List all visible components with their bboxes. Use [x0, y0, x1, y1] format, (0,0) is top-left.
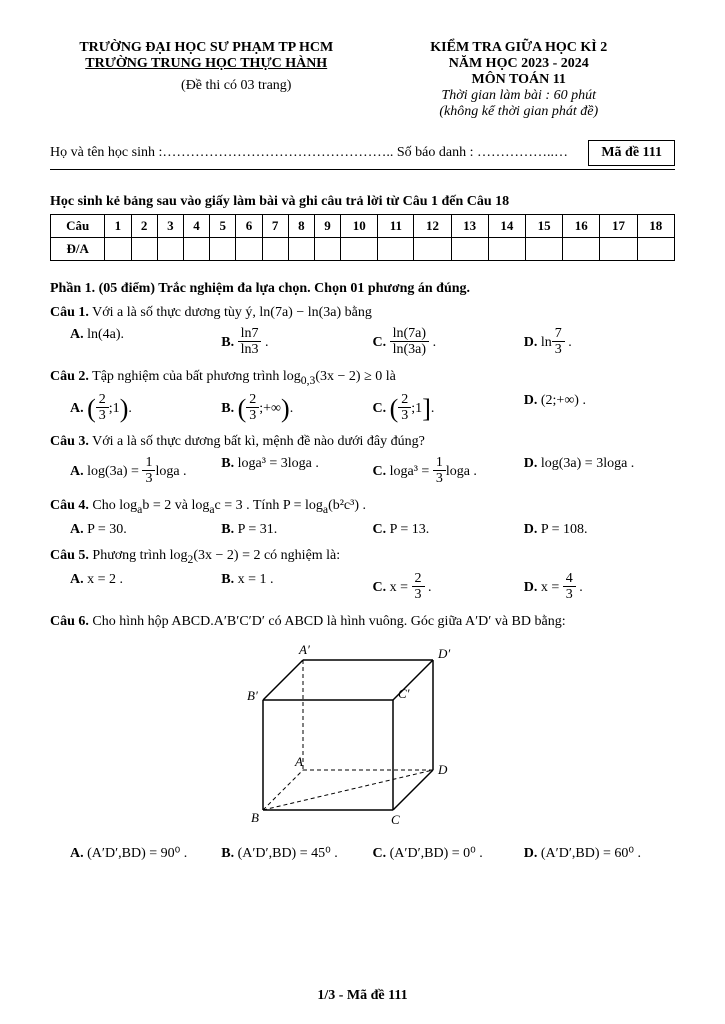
q5-opt-a: A. x = 2 .: [70, 572, 221, 604]
q3-label: Câu 3.: [50, 434, 89, 449]
year: NĂM HỌC 2023 - 2024: [363, 56, 676, 72]
svg-text:B: B: [251, 810, 259, 825]
q3-opt-a: A. log(3a) = 13loga .: [70, 456, 221, 488]
question-2: Câu 2. Tập nghiệm của bất phương trình l…: [50, 369, 675, 425]
q5-label: Câu 5.: [50, 548, 89, 563]
q6-opt-b: B. (A′D′,BD) = 45⁰ .: [221, 845, 372, 862]
q6-options: A. (A′D′,BD) = 90⁰ . B. (A′D′,BD) = 45⁰ …: [70, 845, 675, 862]
q3-opt-d: D. log(3a) = 3loga .: [524, 456, 675, 488]
part1-title: Phần 1. (05 điểm) Trắc nghiệm đa lựa chọ…: [50, 281, 675, 297]
header: TRƯỜNG ĐẠI HỌC SƯ PHẠM TP HCM TRƯỜNG TRU…: [50, 40, 675, 120]
svg-text:A′: A′: [298, 642, 310, 657]
svg-text:C: C: [391, 812, 400, 827]
header-left: TRƯỜNG ĐẠI HỌC SƯ PHẠM TP HCM TRƯỜNG TRU…: [50, 40, 363, 120]
q6-text: Cho hình hộp ABCD.A′B′C′D′ có ABCD là hì…: [89, 614, 566, 629]
q1-label: Câu 1.: [50, 305, 89, 320]
school-hs: TRƯỜNG TRUNG HỌC THỰC HÀNH: [50, 56, 363, 72]
question-1: Câu 1. Với a là số thực dương tùy ý, ln(…: [50, 305, 675, 359]
svg-text:D′: D′: [437, 646, 450, 661]
exam-page: TRƯỜNG ĐẠI HỌC SƯ PHẠM TP HCM TRƯỜNG TRU…: [0, 0, 725, 1024]
q5-opt-d: D. x = 43 .: [524, 572, 675, 604]
q3-text: Với a là số thực dương bất kì, mệnh đề n…: [89, 434, 425, 449]
question-5: Câu 5. Phương trình log2(3x − 2) = 2 có …: [50, 548, 675, 604]
q4-opt-d: D. P = 108.: [524, 522, 675, 538]
q2-opt-a: A. (23;1).: [70, 393, 221, 425]
q1-text: Với a là số thực dương tùy ý, ln(7a) − l…: [89, 305, 372, 320]
q5-opt-c: C. x = 23 .: [373, 572, 524, 604]
cube-icon: A′ D′ B′ C′ A D B C: [233, 640, 493, 830]
q4-options: A. P = 30. B. P = 31. C. P = 13. D. P = …: [70, 522, 675, 538]
grid-row-label: Đ/A: [51, 238, 105, 261]
duration-note: (không kể thời gian phát đề): [363, 104, 676, 120]
q5-options: A. x = 2 . B. x = 1 . C. x = 23 . D. x =…: [70, 572, 675, 604]
q6-opt-d: D. (A′D′,BD) = 60⁰ .: [524, 845, 675, 862]
grid-head-cau: Câu: [51, 215, 105, 238]
q2-options: A. (23;1). B. (23;+∞). C. (23;1]. D. (2;…: [70, 393, 675, 425]
q2-opt-c: C. (23;1].: [373, 393, 524, 425]
q4-opt-c: C. P = 13.: [373, 522, 524, 538]
duration: Thời gian làm bài : 60 phút: [363, 88, 676, 104]
answer-grid: Câu 123456789101112131415161718 Đ/A: [50, 214, 675, 261]
name-field: Họ và tên học sinh :………………………………………….. S…: [50, 145, 568, 161]
cube-diagram: A′ D′ B′ C′ A D B C: [50, 640, 675, 835]
q4-opt-a: A. P = 30.: [70, 522, 221, 538]
svg-text:C′: C′: [398, 686, 410, 701]
q6-label: Câu 6.: [50, 614, 89, 629]
q5-opt-b: B. x = 1 .: [221, 572, 372, 604]
q1-opt-a: A. ln(4a).: [70, 327, 221, 359]
grid-header-row: Câu 123456789101112131415161718: [51, 215, 675, 238]
q4-opt-b: B. P = 31.: [221, 522, 372, 538]
q3-opt-b: B. loga³ = 3loga .: [221, 456, 372, 488]
q6-opt-a: A. (A′D′,BD) = 90⁰ .: [70, 845, 221, 862]
page-footer: 1/3 - Mã đề 111: [0, 988, 725, 1004]
subject: MÔN TOÁN 11: [363, 72, 676, 88]
q2-label: Câu 2.: [50, 369, 89, 384]
divider: [50, 169, 675, 170]
grid-answer-row: Đ/A: [51, 238, 675, 261]
q6-opt-c: C. (A′D′,BD) = 0⁰ .: [373, 845, 524, 862]
grid-instruction: Học sinh kẻ bảng sau vào giấy làm bài và…: [50, 194, 675, 210]
q4-label: Câu 4.: [50, 498, 89, 513]
pages-note: (Đề thi có 03 trang): [110, 78, 363, 94]
q1-opt-c: C. ln(7a)ln(3a) .: [373, 327, 524, 359]
q2-text: Tập nghiệm của bất phương trình log: [89, 369, 301, 384]
q1-options: A. ln(4a). B. ln7ln3 . C. ln(7a)ln(3a) .…: [70, 327, 675, 359]
q1-opt-d: D. ln73 .: [524, 327, 675, 359]
q3-options: A. log(3a) = 13loga . B. loga³ = 3loga .…: [70, 456, 675, 488]
school-uni: TRƯỜNG ĐẠI HỌC SƯ PHẠM TP HCM: [50, 40, 363, 56]
header-right: KIỂM TRA GIỮA HỌC KÌ 2 NĂM HỌC 2023 - 20…: [363, 40, 676, 120]
svg-text:D: D: [437, 762, 448, 777]
student-info: Họ và tên học sinh :………………………………………….. S…: [50, 140, 675, 166]
question-4: Câu 4. Cho logab = 2 và logac = 3 . Tính…: [50, 498, 675, 538]
q1-opt-b: B. ln7ln3 .: [221, 327, 372, 359]
q2-opt-b: B. (23;+∞).: [221, 393, 372, 425]
q2-opt-d: D. (2;+∞) .: [524, 393, 675, 425]
svg-text:B′: B′: [247, 688, 258, 703]
question-3: Câu 3. Với a là số thực dương bất kì, mệ…: [50, 434, 675, 488]
question-6: Câu 6. Cho hình hộp ABCD.A′B′C′D′ có ABC…: [50, 614, 675, 862]
exam-code: Mã đề 111: [588, 140, 675, 166]
q3-opt-c: C. loga³ = 13loga .: [373, 456, 524, 488]
svg-text:A: A: [294, 754, 303, 769]
exam-title: KIỂM TRA GIỮA HỌC KÌ 2: [363, 40, 676, 56]
